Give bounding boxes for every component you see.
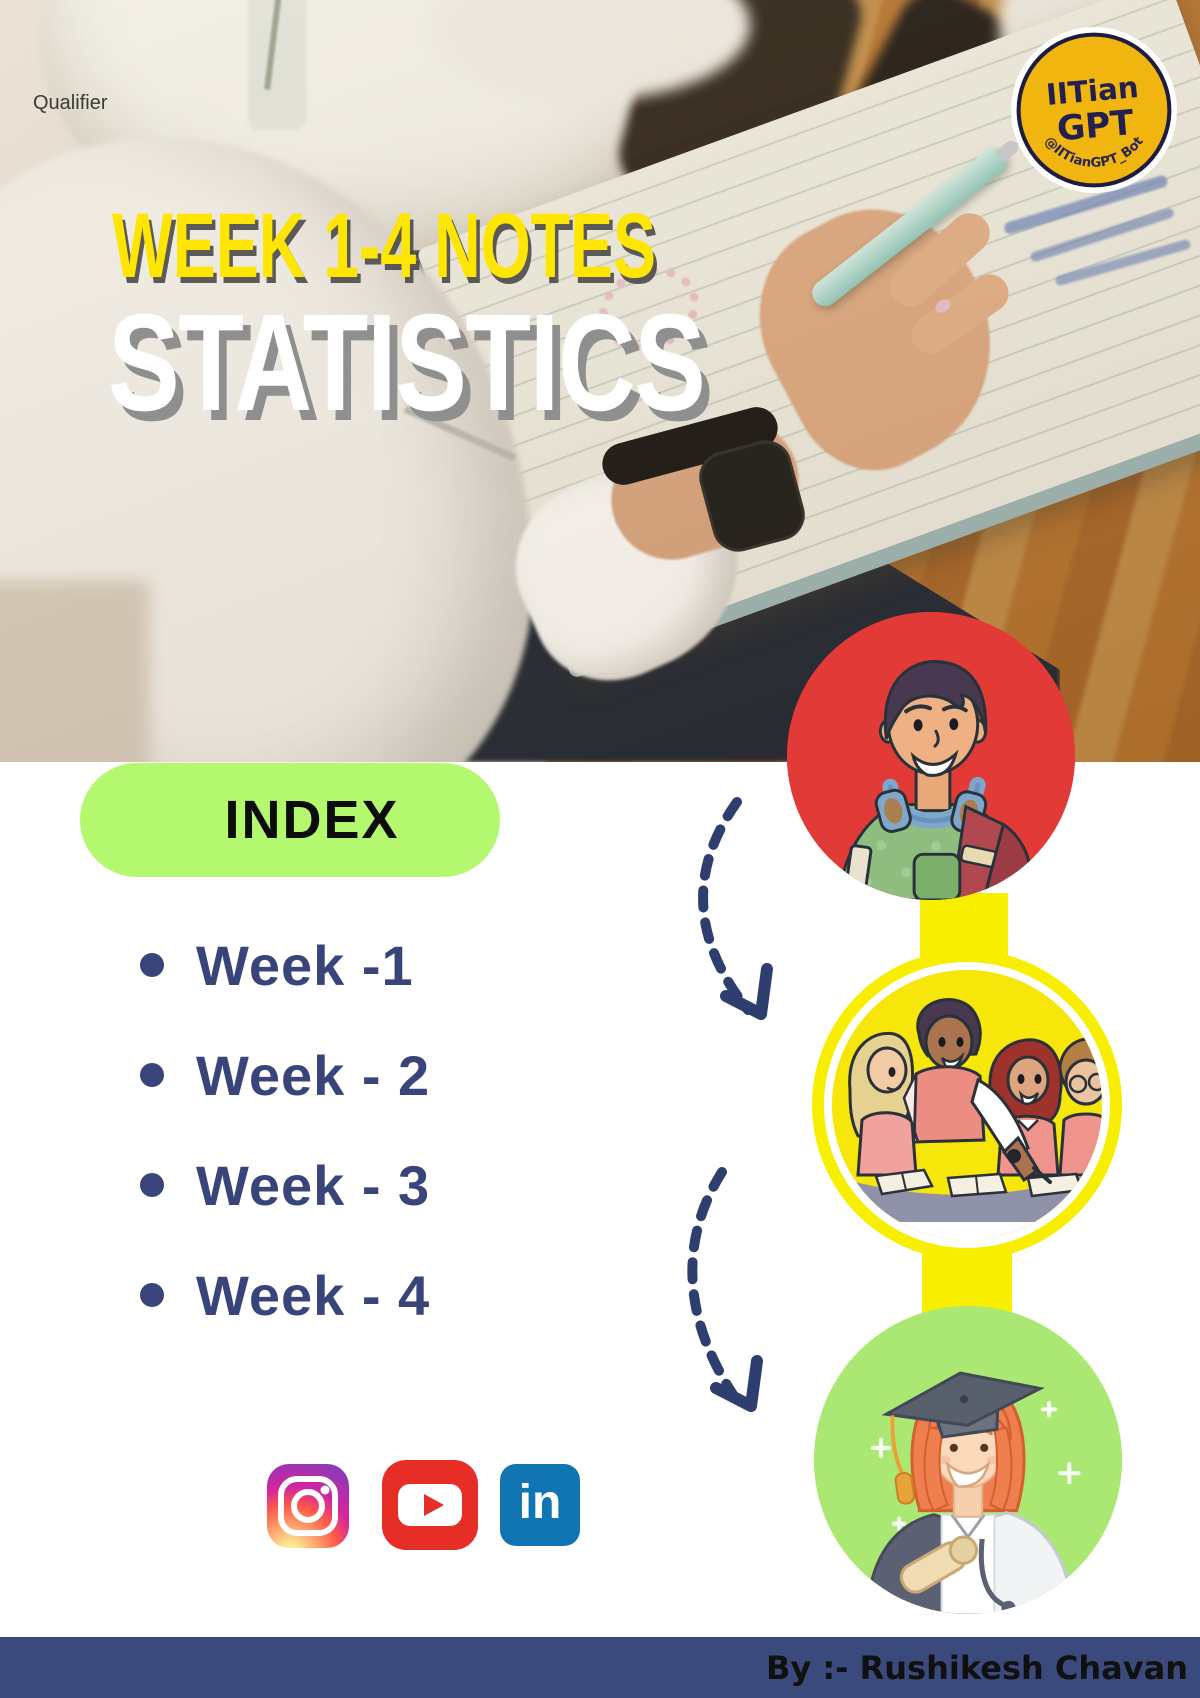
graduate-illustration [814,1306,1122,1614]
week-1-label: Week -1 [196,933,414,997]
list-item-week-4: Week - 4 [140,1240,430,1350]
subtitle-week-notes: WEEK 1-4 NOTES [112,195,656,297]
week-4-label: Week - 4 [196,1263,431,1327]
logo-line1: IITian [1045,70,1140,112]
arrow-curve-2 [687,1167,743,1407]
index-pill: INDEX [80,763,500,877]
logo-badge-circle [1016,32,1172,188]
arrow-curve-1 [698,797,753,1015]
list-item-week-1: Week -1 [140,910,430,1020]
qualifier-label: Qualifier [33,92,108,114]
study-group-illustration-circle [824,962,1110,1248]
youtube-icon[interactable] [382,1460,478,1550]
dashed-flow-arrows [687,797,773,1412]
week-2-label: Week - 2 [196,1043,431,1107]
bullet-dot [140,1283,164,1307]
bullet-dot [140,1173,164,1197]
cover-photo [0,0,1200,762]
student-illustration-circle [787,612,1075,900]
graduate-illustration-circle [814,1306,1122,1614]
mortarboard-cap [881,1371,1045,1505]
linkedin-glyph: in [518,1476,562,1529]
bullet-dot [140,953,164,977]
arrowhead-2 [710,1355,763,1412]
index-label: INDEX [224,790,400,850]
bullet-dot [140,1063,164,1087]
arrowhead-1 [720,963,773,1020]
study-group-illustration [832,970,1102,1240]
linkedin-icon[interactable]: in [500,1464,580,1546]
footer-bar: By :- Rushikesh Chavan [0,1637,1200,1698]
week-3-label: Week - 3 [196,1153,431,1217]
page-title-statistics: STATISTICS [108,286,706,440]
student-illustration [787,612,1075,900]
logo-line2: GPT [1055,103,1136,150]
week-index-list: Week -1 Week - 2 Week - 3 Week - 4 [140,910,430,1350]
iitian-gpt-logo: IITian GPT @IITianGPT_Bot [1011,27,1177,193]
instagram-icon[interactable] [267,1464,349,1548]
list-item-week-3: Week - 3 [140,1130,430,1240]
photo-shade [0,580,150,762]
author-credit: By :- Rushikesh Chavan [765,1648,1188,1687]
list-item-week-2: Week - 2 [140,1020,430,1130]
